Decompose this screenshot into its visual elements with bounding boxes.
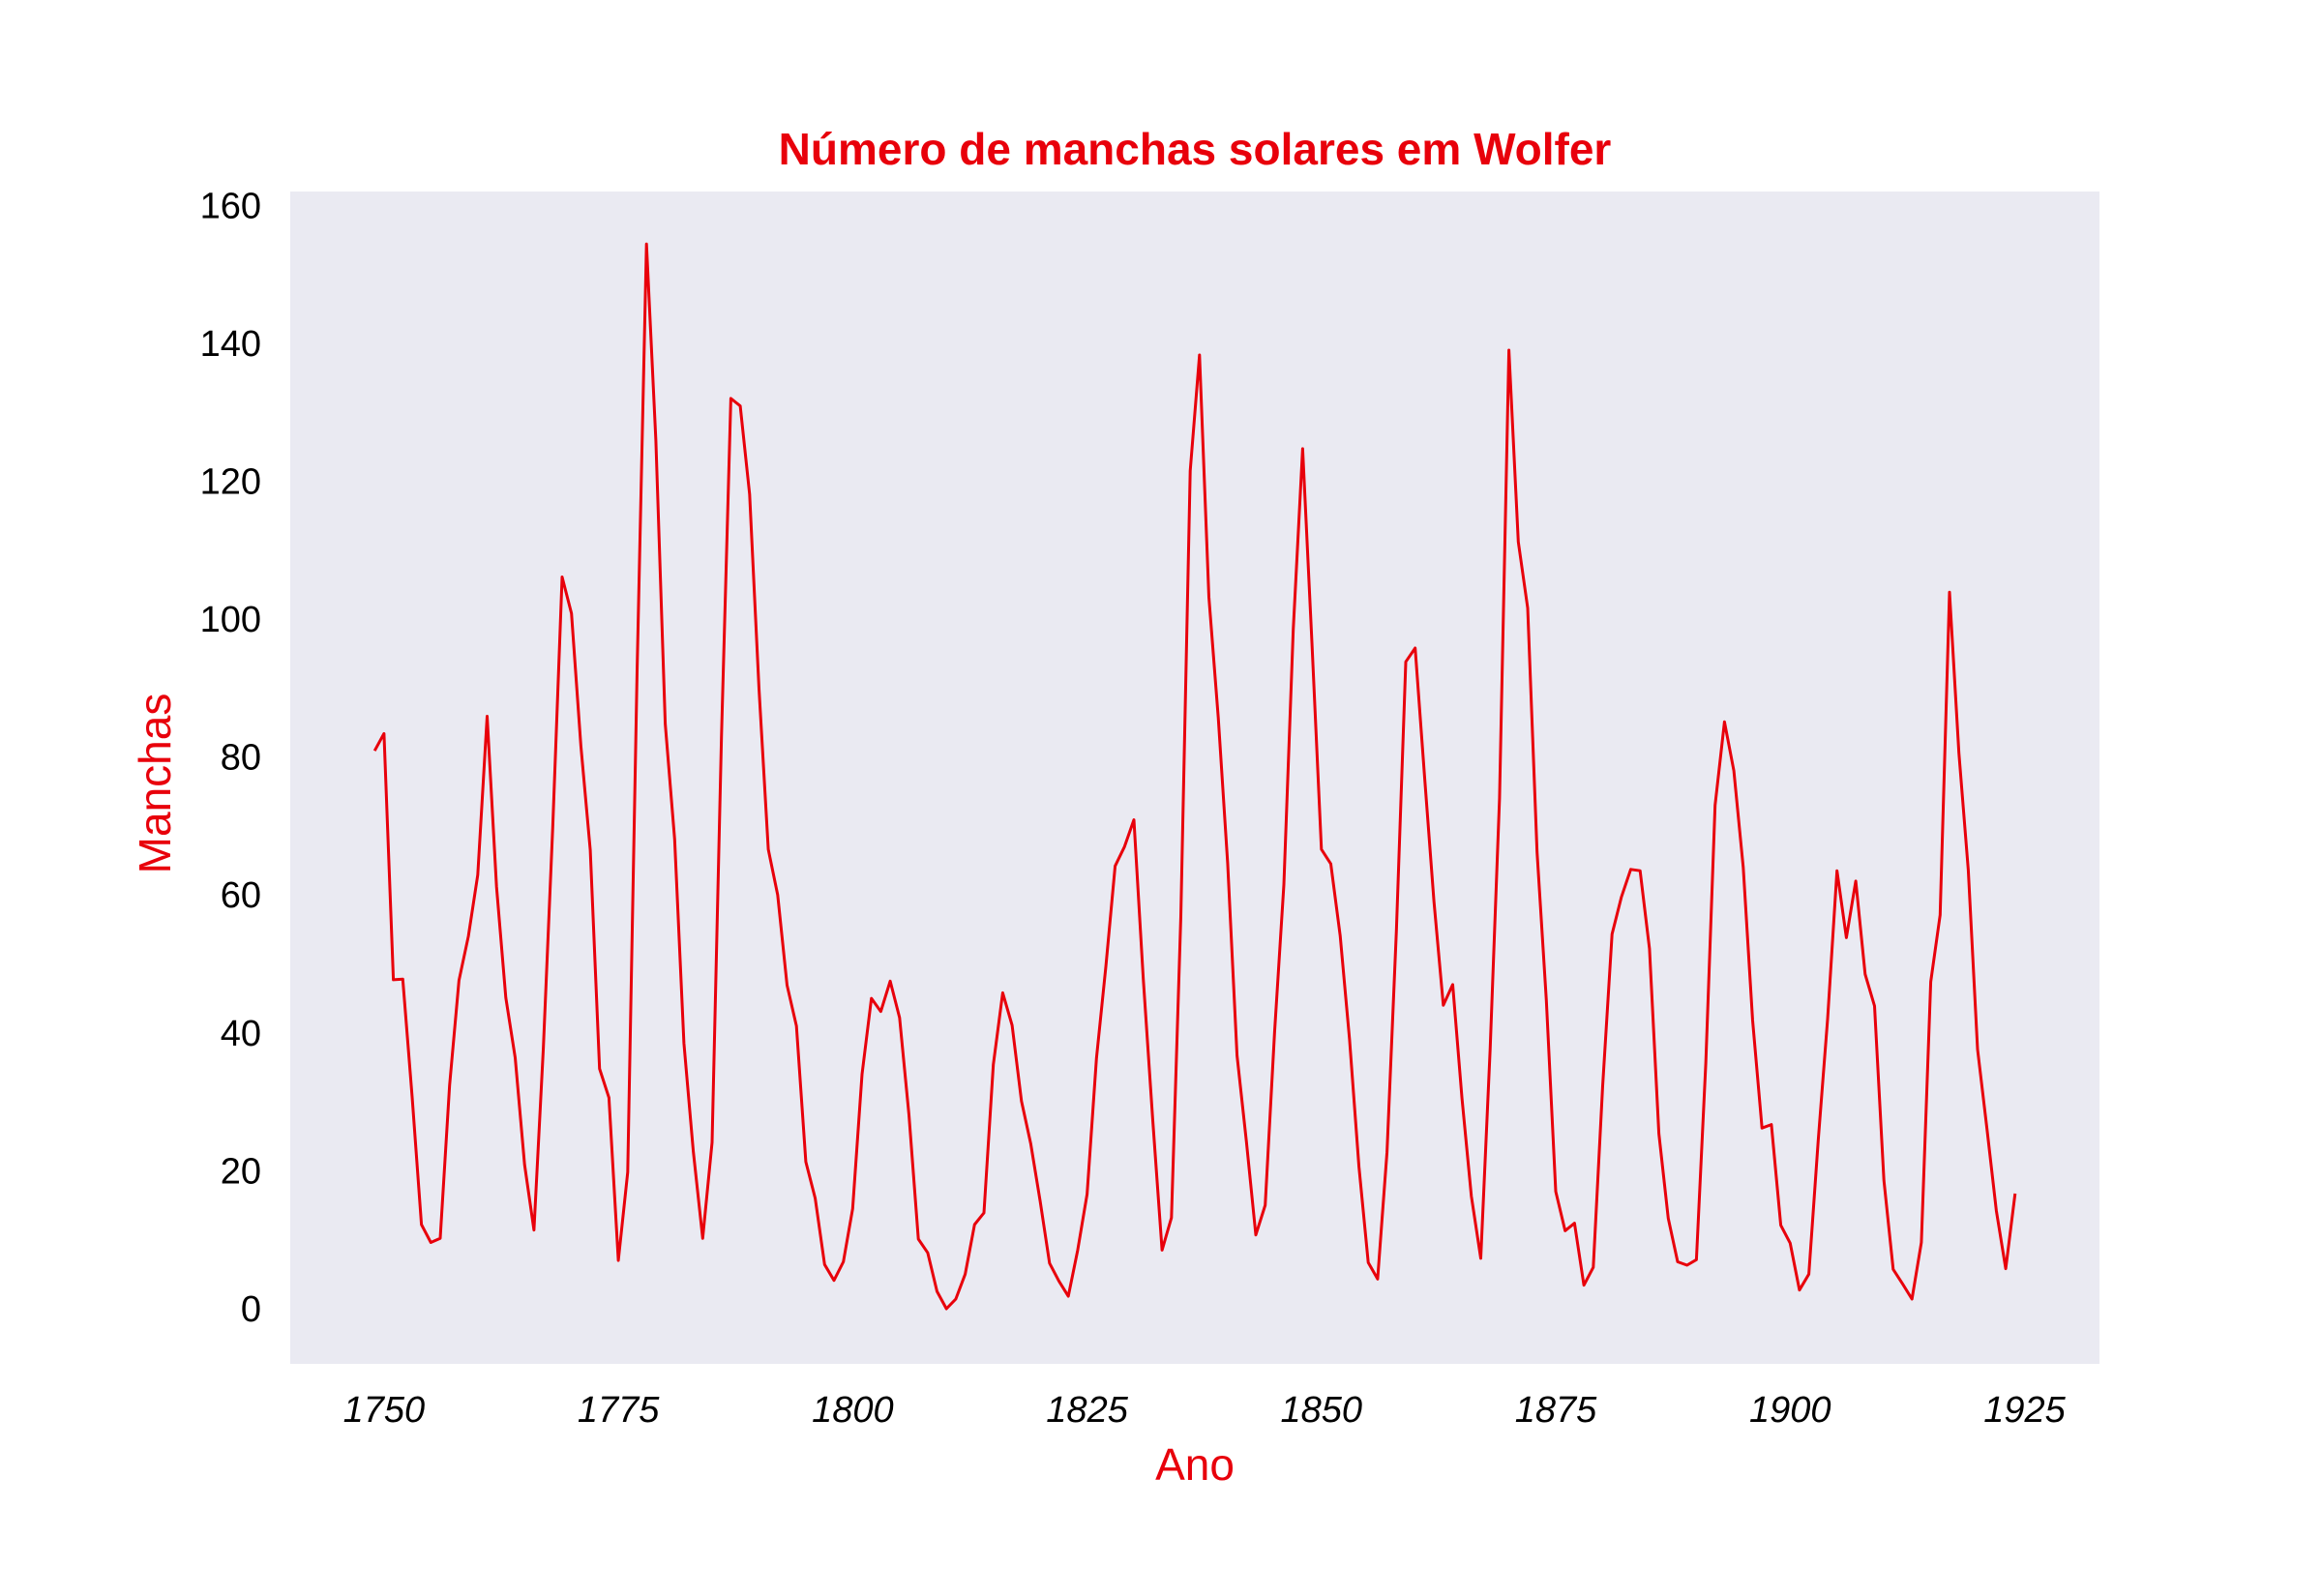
- x-tick-label: 1900: [1749, 1390, 1831, 1431]
- x-axis-label: Ano: [1155, 1439, 1235, 1490]
- y-tick-label: 20: [221, 1151, 261, 1192]
- y-tick-label: 120: [200, 461, 261, 502]
- series-line: [372, 242, 2017, 1311]
- y-tick-label: 160: [200, 186, 261, 226]
- y-tick-label: 80: [221, 738, 261, 779]
- y-axis-label: Manchas: [130, 694, 180, 874]
- x-tick-label: 1875: [1515, 1390, 1597, 1431]
- x-axis-ticks: 1750 1775 1800 1825 1850 1875 1900 1925: [343, 1390, 2067, 1431]
- y-tick-label: 140: [200, 324, 261, 365]
- x-tick-label: 1800: [812, 1390, 894, 1431]
- series-layer: [372, 242, 2017, 1311]
- x-tick-label: 1825: [1046, 1390, 1128, 1431]
- x-tick-label: 1925: [1983, 1390, 2066, 1431]
- y-tick-label: 100: [200, 600, 261, 640]
- y-axis-ticks: 0 20 40 60 80 100 120 140 160: [200, 186, 261, 1330]
- y-tick-label: 40: [221, 1014, 261, 1054]
- y-tick-label: 60: [221, 875, 261, 916]
- x-tick-label: 1775: [578, 1390, 660, 1431]
- x-tick-label: 1750: [343, 1390, 426, 1431]
- chart-title: Número de manchas solares em Wolfer: [779, 124, 1612, 174]
- plot-area: [290, 192, 2099, 1364]
- x-tick-label: 1850: [1281, 1390, 1363, 1431]
- y-tick-label: 0: [241, 1289, 261, 1330]
